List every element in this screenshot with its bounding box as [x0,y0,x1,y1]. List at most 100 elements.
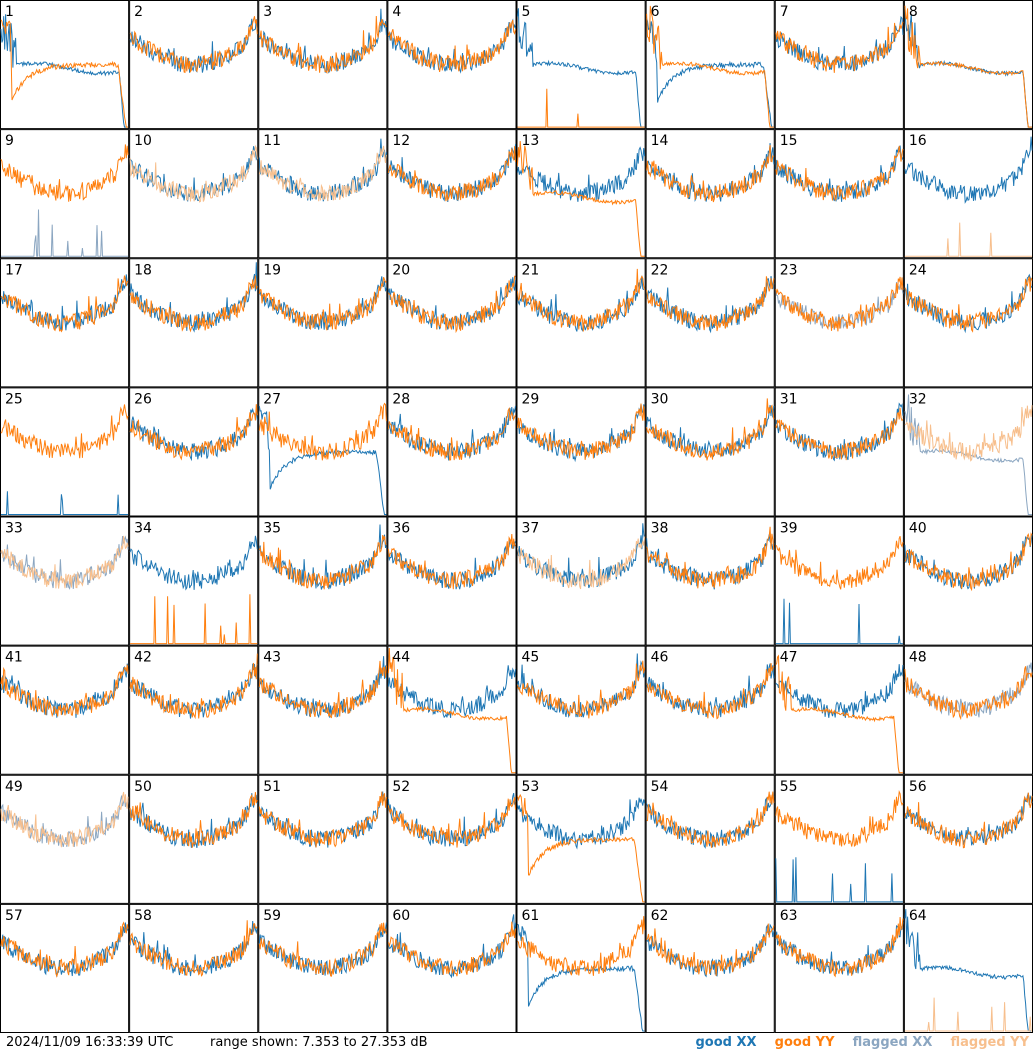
panel-label: 41 [5,650,23,666]
panel-label: 25 [5,391,23,407]
series-xx [517,8,645,128]
series-yy [0,404,129,459]
panel-frame [645,258,775,388]
panel-label: 29 [522,391,540,407]
series-yy [258,145,387,202]
panel-label: 20 [392,262,410,278]
series-yy [775,916,904,978]
panel-frame [387,645,517,775]
panel-label: 19 [263,262,281,278]
series-xx [1,491,129,515]
series-yy [129,16,258,74]
panel-label: 11 [263,133,281,149]
series-yy [904,5,1032,128]
panel-label: 37 [522,521,540,537]
panel-6: 6 [645,0,775,130]
series-yy [775,145,904,201]
panel-2: 2 [129,0,259,130]
panel-label: 17 [5,262,23,278]
series-yy [517,141,645,257]
series-yy [387,921,516,977]
panel-frame [903,903,1033,1033]
series-yy [517,88,645,128]
series-yy [258,791,387,848]
panel-frame [0,258,130,388]
panel-label: 38 [651,521,669,537]
panel-29: 29 [516,387,646,517]
legend-good-xx: good XX [695,1035,757,1050]
panel-31: 31 [774,387,904,517]
panel-61: 61 [516,903,646,1033]
series-xx [517,797,646,850]
panel-17: 17 [0,258,130,388]
panel-label: 45 [522,650,540,666]
panel-frame [903,774,1033,904]
panel-52: 52 [387,774,517,904]
series-yy [129,144,258,203]
panel-58: 58 [129,903,259,1033]
series-xx [775,922,904,976]
panel-frame [387,774,517,904]
series-yy [258,660,387,719]
panel-frame [0,387,130,517]
series-yy [129,404,258,461]
panel-frame [645,516,775,646]
series-xx [1,209,129,257]
series-xx [904,136,1033,204]
panel-8: 8 [903,0,1033,130]
panel-51: 51 [258,774,388,904]
panel-label: 16 [909,133,927,149]
panel-33: 33 [0,516,130,646]
series-xx [517,923,645,1032]
panel-label: 55 [780,779,798,795]
panel-36: 36 [387,516,517,646]
series-yy [904,222,1032,257]
series-yy [646,145,774,203]
panel-label: 52 [392,779,410,795]
series-yy [258,402,387,461]
series-yy [0,275,129,333]
series-yy [0,921,129,978]
legend-flagged-xx: flagged XX [852,1035,933,1050]
panel-49: 49 [0,774,130,904]
panel-62: 62 [645,903,775,1033]
series-xx [775,664,904,718]
panel-18: 18 [129,258,259,388]
series-yy [775,654,903,774]
series-xx [0,663,129,718]
series-yy [904,666,1033,721]
panel-frame [903,129,1033,259]
series-yy [387,275,516,334]
panel-frame [516,774,646,904]
series-xx [387,538,516,590]
panel-frame [129,645,259,775]
series-yy [904,997,1032,1032]
series-yy [129,920,258,977]
panel-label: 44 [392,650,410,666]
panel-label: 23 [780,262,798,278]
panel-label: 35 [263,521,281,537]
panel-23: 23 [774,258,904,388]
panel-frame [516,0,646,130]
series-yy [258,922,387,977]
panel-label: 5 [522,4,531,20]
panel-label: 42 [134,650,152,666]
panel-frame [645,645,775,775]
panel-label: 24 [909,262,927,278]
panel-label: 21 [522,262,540,278]
series-yy [646,526,775,589]
series-yy [258,15,387,75]
panel-label: 26 [134,391,152,407]
panel-label: 34 [134,521,152,537]
series-xx [258,524,387,590]
panel-frame [774,516,904,646]
series-yy [517,660,646,719]
panel-16: 16 [903,129,1033,259]
series-yy [517,403,646,460]
panel-frame [774,387,904,517]
timestamp: 2024/11/09 16:33:39 UTC [6,1035,174,1050]
panel-44: 44 [387,645,517,775]
panel-59: 59 [258,903,388,1033]
series-yy [0,664,129,718]
